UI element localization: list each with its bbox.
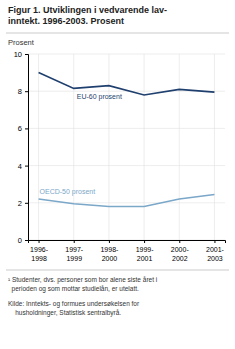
series-line bbox=[39, 194, 215, 206]
separator bbox=[6, 270, 229, 271]
footnote: Kilde: Inntekts- og formues undersøkelse… bbox=[8, 300, 140, 317]
grid-line-y bbox=[28, 165, 225, 166]
x-tick-mark bbox=[144, 240, 145, 243]
x-tick-mark bbox=[214, 240, 215, 243]
y-tick-mark bbox=[25, 91, 28, 92]
y-tick-mark bbox=[25, 128, 28, 129]
grid-line-x bbox=[144, 54, 145, 240]
x-tick-label-line: 2003 bbox=[207, 255, 223, 262]
x-axis: 1996- 1998 1997- 1999 1998- 2000 1999- 2001 2000… bbox=[29, 240, 226, 262]
separator bbox=[6, 33, 229, 34]
footnote: ¹ Studenter, dvs. personer som bor alene… bbox=[8, 276, 157, 293]
y-tick: 2 bbox=[18, 199, 28, 208]
x-tick-label: 1997- 1999 bbox=[65, 246, 84, 262]
lines bbox=[39, 73, 215, 207]
y-tick-label: 0 bbox=[18, 236, 22, 245]
series-line bbox=[39, 73, 215, 95]
x-tick-label: 1998- 2000 bbox=[100, 246, 119, 262]
y-tick-label: 10 bbox=[14, 50, 22, 59]
y-tick-label: 8 bbox=[18, 87, 22, 96]
y-tick: 4 bbox=[18, 162, 28, 171]
x-tick-label-line: 1998- bbox=[100, 246, 119, 253]
x-tick-label: 2001- 2003 bbox=[206, 246, 225, 262]
y-tick-mark bbox=[25, 166, 28, 167]
grid-line-x bbox=[38, 54, 39, 240]
grid-line-x bbox=[179, 54, 180, 240]
x-tick-mark bbox=[74, 240, 75, 243]
plot: 0 2 4 6 8 10 1996- 1998 1997- 1999 1998- 2000 1999- 2… bbox=[14, 50, 226, 262]
y-tick: 8 bbox=[18, 87, 28, 96]
x-tick: 1998- 2000 bbox=[100, 240, 119, 262]
y-tick: 0 bbox=[18, 236, 28, 245]
grid bbox=[28, 54, 225, 240]
footnote-line: perioden og som mottar studielån, er ute… bbox=[8, 285, 139, 293]
title-line: Figur 1. Utviklingen i vedvarende lav- bbox=[8, 5, 167, 15]
title-line: inntekt. 1996-2003. Prosent bbox=[8, 16, 124, 26]
x-tick-label: 1999- 2001 bbox=[136, 246, 155, 262]
footnote-line: Kilde: Inntekts- og formues undersøkelse… bbox=[8, 300, 140, 308]
x-tick: 1996- 1998 bbox=[30, 240, 49, 262]
x-tick: 1999- 2001 bbox=[136, 240, 155, 262]
y-tick-mark bbox=[25, 54, 28, 55]
series-labels: EU-60 prosent OECD-50 prosent bbox=[40, 93, 122, 196]
grid-line-y bbox=[28, 202, 225, 203]
footnote-line: husholdninger, Statistisk sentralbyrå. bbox=[8, 309, 121, 317]
x-tick-label-line: 2002 bbox=[172, 255, 188, 262]
grid-line-x bbox=[73, 54, 74, 240]
x-tick-label: 2000- 2002 bbox=[171, 246, 190, 262]
grid-line-x bbox=[108, 54, 109, 240]
x-tick-mark bbox=[39, 240, 40, 243]
x-tick: 2000- 2002 bbox=[171, 240, 190, 262]
y-axis-line bbox=[25, 55, 29, 241]
chart: Figur 1. Utviklingen i vedvarende lav-in… bbox=[0, 0, 235, 349]
y-axis: 0 2 4 6 8 10 bbox=[14, 50, 29, 245]
x-tick-mark bbox=[179, 240, 180, 243]
x-tick-label-line: 2000- bbox=[171, 246, 190, 253]
y-tick: 10 bbox=[14, 50, 28, 59]
x-tick: 1997- 1999 bbox=[65, 240, 84, 262]
x-tick-label: 1996- 1998 bbox=[30, 246, 49, 262]
x-axis-line bbox=[29, 241, 226, 244]
x-tick-label-line: 1997- bbox=[65, 246, 84, 253]
x-tick: 2001- 2003 bbox=[206, 240, 225, 262]
grid-line-x bbox=[214, 54, 215, 240]
y-tick-mark bbox=[25, 240, 28, 241]
y-tick-label: 2 bbox=[18, 199, 22, 208]
y-tick-mark bbox=[25, 203, 28, 204]
x-tick-label-line: 2001 bbox=[137, 255, 153, 262]
x-tick-label-line: 1998 bbox=[31, 255, 47, 262]
footnote-line: ¹ Studenter, dvs. personer som bor alene… bbox=[8, 276, 157, 284]
x-tick-mark bbox=[109, 240, 110, 243]
y-tick-label: 4 bbox=[18, 162, 22, 171]
grid-line-y bbox=[28, 54, 225, 55]
x-tick-label-line: 1996- bbox=[30, 246, 49, 253]
grid-line-y bbox=[28, 128, 225, 129]
x-tick-label-line: 2000 bbox=[102, 255, 118, 262]
series-label: OECD-50 prosent bbox=[40, 188, 96, 196]
y-label: Prosent bbox=[8, 38, 35, 47]
x-tick-label-line: 2001- bbox=[206, 246, 225, 253]
y-tick-label: 6 bbox=[18, 124, 22, 133]
series-label: EU-60 prosent bbox=[77, 93, 122, 101]
title: Figur 1. Utviklingen i vedvarende lav-in… bbox=[8, 5, 167, 26]
x-tick-label-line: 1999- bbox=[136, 246, 155, 253]
x-tick-label-line: 1999 bbox=[66, 255, 82, 262]
y-tick: 6 bbox=[18, 124, 28, 133]
